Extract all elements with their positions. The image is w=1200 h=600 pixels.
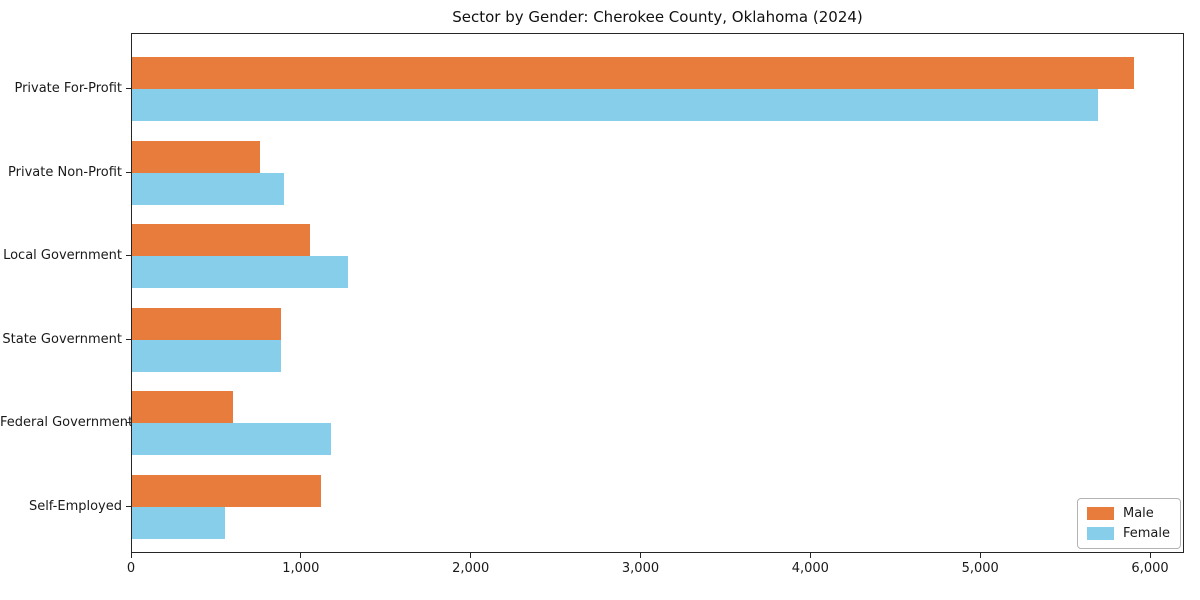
x-tick-label-5000: 5,000: [961, 561, 999, 576]
bar-female-self-employed: [132, 506, 225, 539]
bar-female-private-non-profit: [132, 172, 284, 205]
female-swatch: [1086, 527, 1114, 540]
x-tick-mark: [979, 553, 981, 558]
legend: Male Female: [1076, 498, 1181, 549]
x-tick-mark: [130, 553, 132, 558]
bar-male-private-non-profit: [132, 140, 260, 173]
bar-male-federal-government: [132, 391, 233, 423]
x-tick-mark: [640, 553, 642, 558]
y-tick-label-self-employed: Self-Employed: [28, 498, 122, 514]
x-tick-label-2000: 2,000: [452, 561, 490, 576]
x-tick-mark: [300, 553, 302, 558]
x-tick-label-6000: 6,000: [1131, 561, 1169, 576]
y-tick-mark: [126, 171, 131, 173]
y-tick-mark: [126, 505, 131, 507]
bar-female-state-government: [132, 339, 281, 372]
x-tick-mark: [1149, 553, 1151, 558]
bar-male-local-government: [132, 224, 310, 256]
bar-female-private-for-profit: [132, 89, 1098, 121]
legend-item-female: Female: [1086, 526, 1170, 541]
legend-item-male: Male: [1086, 506, 1170, 521]
x-tick-label-3000: 3,000: [621, 561, 660, 576]
x-tick-mark: [809, 553, 811, 558]
x-tick-mark: [470, 553, 472, 558]
y-tick-label-federal-government: Federal Government: [0, 415, 134, 430]
y-tick-label-state-government: State Government: [2, 331, 122, 347]
y-tick-mark: [126, 88, 131, 89]
bar-female-local-government: [132, 256, 348, 288]
legend-label-female: Female: [1122, 526, 1170, 541]
x-tick-label-4000: 4,000: [791, 561, 829, 576]
chart-title: Sector by Gender: Cherokee County, Oklah…: [452, 8, 863, 26]
y-tick-label-private-non-profit: Private Non-Profit: [8, 164, 122, 180]
legend-label-male: Male: [1122, 506, 1154, 521]
bar-female-federal-government: [132, 423, 331, 455]
male-swatch: [1086, 507, 1114, 520]
y-tick-mark: [126, 422, 131, 423]
y-tick-label-private-for-profit: Private For-Profit: [14, 81, 122, 96]
y-tick-mark: [126, 338, 131, 340]
y-tick-mark: [126, 255, 131, 256]
x-tick-label-1000: 1,000: [282, 561, 320, 576]
bar-male-self-employed: [132, 474, 321, 507]
y-tick-label-local-government: Local Government: [3, 248, 122, 263]
x-tick-label-0: 0: [126, 561, 136, 576]
bar-male-state-government: [132, 307, 281, 340]
bar-male-private-for-profit: [132, 57, 1134, 89]
